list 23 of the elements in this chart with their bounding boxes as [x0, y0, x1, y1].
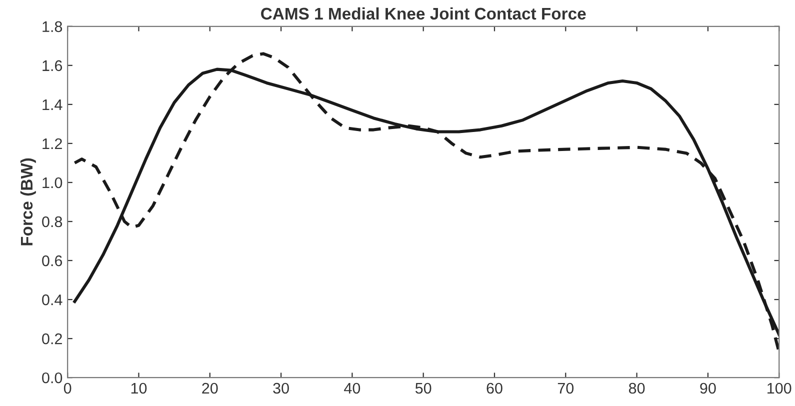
x-tick-label: 100 [768, 382, 792, 394]
y-tick-label: 0.0 [42, 372, 62, 384]
x-tick-label: 60 [486, 382, 502, 394]
y-axis-title: Force (BW) [20, 158, 36, 246]
y-tick-label: 1.4 [42, 99, 62, 110]
x-tick-label: 30 [273, 382, 289, 394]
x-tick-label: 0 [64, 382, 72, 394]
y-tick-label: 1.2 [42, 138, 62, 149]
y-tick-label: 0.2 [42, 333, 62, 344]
x-tick-label: 20 [202, 382, 218, 394]
y-tick-label: 0.6 [42, 255, 62, 266]
chart-title: CAMS 1 Medial Knee Joint Contact Force [261, 7, 586, 20]
x-tick-label: 90 [700, 382, 716, 394]
y-tick-label: 0.8 [42, 216, 62, 228]
y-tick-label: 1.0 [42, 177, 62, 188]
x-tick-label: 50 [415, 382, 432, 394]
x-tick-label: 80 [628, 382, 645, 394]
y-tick-label: 1.6 [42, 60, 62, 72]
x-tick-label: 40 [344, 382, 360, 394]
y-tick-label: 0.4 [42, 294, 62, 306]
y-tick-label: 1.8 [42, 21, 62, 32]
x-tick-label: 70 [558, 382, 574, 394]
x-tick-label: 10 [131, 382, 147, 394]
